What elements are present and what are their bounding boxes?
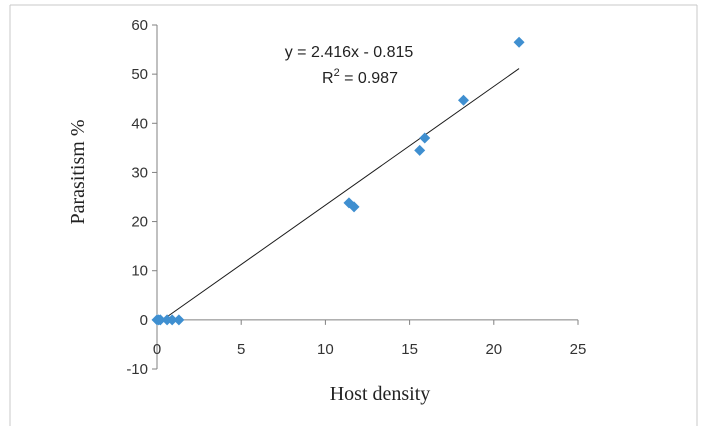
r-squared-label: R2 = 0.987: [322, 67, 398, 87]
x-tick-label: 5: [237, 341, 245, 358]
data-point: [457, 94, 469, 106]
data-point: [513, 36, 525, 48]
data-point: [173, 314, 185, 326]
data-point: [414, 144, 426, 156]
x-tick-label: 0: [153, 341, 161, 358]
y-tick-label: 0: [140, 312, 148, 329]
data-point: [166, 314, 178, 326]
y-tick-label: 40: [131, 115, 148, 132]
x-tick-label: 25: [570, 341, 587, 358]
y-tick-label: -10: [126, 361, 148, 378]
data-point: [154, 314, 166, 326]
r2-value: = 0.987: [340, 70, 398, 87]
data-point: [348, 201, 360, 213]
y-axis-ticks: -10 0 10 20 30 40 50 60: [126, 17, 157, 378]
r2-prefix: R: [322, 70, 334, 87]
y-tick-label: 50: [131, 66, 148, 83]
y-axis-title: Parasitism %: [67, 120, 89, 225]
y-tick-label: 60: [131, 17, 148, 34]
x-tick-label: 10: [317, 341, 334, 358]
trendline: [156, 68, 520, 325]
y-tick-label: 10: [131, 263, 148, 280]
y-tick-label: 20: [131, 214, 148, 231]
trendline-equation: y = 2.416x - 0.815: [285, 44, 414, 61]
r2-superscript: 2: [334, 67, 340, 79]
plot-axes: [156, 25, 578, 369]
x-tick-label: 20: [485, 341, 502, 358]
x-axis-title: Host density: [330, 383, 431, 405]
x-axis-ticks: 0 5 10 15 20 25: [153, 319, 587, 358]
data-points: [151, 36, 525, 326]
data-point: [419, 132, 431, 144]
x-tick-label: 15: [401, 341, 418, 358]
trendline-group: [156, 68, 520, 325]
y-tick-label: 30: [131, 164, 148, 181]
